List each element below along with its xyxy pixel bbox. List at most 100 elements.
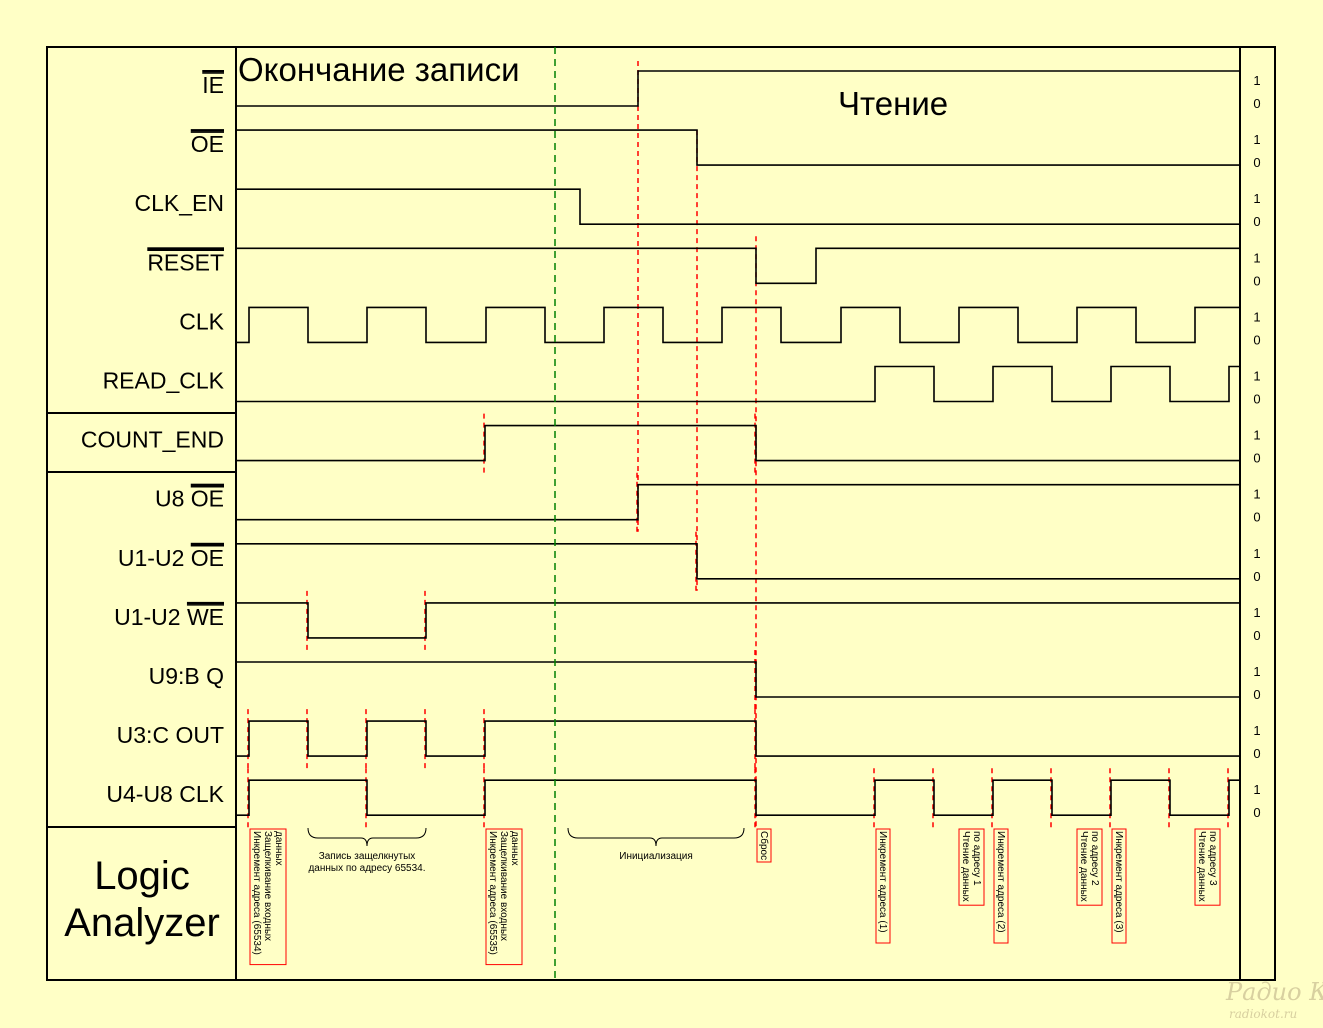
annotation-text: по адресу 2 bbox=[1089, 831, 1100, 886]
signal-labels: IE OE CLK_EN RESET CLK READ_CLK COUNT_END U8 OE… bbox=[81, 72, 225, 807]
annotation-text: Чтение данных bbox=[1078, 831, 1089, 902]
level-high: 1 bbox=[1253, 369, 1260, 384]
signal-label-text: CLK bbox=[179, 308, 224, 334]
trace-u1-u2-we bbox=[237, 602, 1241, 639]
annotation-text: Сброс bbox=[758, 831, 770, 860]
trace-u3-c-out bbox=[237, 720, 1241, 757]
annotation-text: Чтение данных bbox=[960, 831, 971, 902]
annotation-box bbox=[1076, 828, 1103, 906]
annotation-vertical: Чтение данных по адресу 1 bbox=[960, 831, 982, 902]
annotation-box bbox=[756, 828, 772, 863]
signal-label: CLK bbox=[179, 308, 224, 334]
level-high: 1 bbox=[1253, 546, 1260, 561]
signal-label-text: U9:B Q bbox=[149, 663, 224, 689]
annotation-text: данных bbox=[273, 831, 284, 866]
signal-label-text: U3:C OUT bbox=[117, 722, 224, 748]
signal-label-text: U1-U2 bbox=[118, 545, 191, 571]
annotation-box bbox=[958, 828, 985, 906]
annotation-text: Инкремент адреса (2) bbox=[995, 831, 1006, 933]
signal-label: U1-U2 WE bbox=[114, 604, 224, 630]
level-high: 1 bbox=[1253, 664, 1260, 679]
trace-u8-oe bbox=[237, 483, 1241, 521]
annotation-text: Чтение данных bbox=[1196, 831, 1207, 902]
level-low: 0 bbox=[1253, 628, 1260, 643]
signal-label: U9:B Q bbox=[149, 663, 224, 689]
signal-label: U8 OE bbox=[155, 486, 224, 512]
level-high: 1 bbox=[1253, 191, 1260, 206]
watermark-logo: Радио КОТ radiokot.ru bbox=[1225, 978, 1323, 1021]
level-low: 0 bbox=[1253, 155, 1260, 170]
brace-text: Запись защелкнутых bbox=[319, 851, 416, 862]
logo-line-1: Logic bbox=[94, 854, 190, 898]
trace-u4-u8-clk bbox=[237, 779, 1241, 817]
annotation-vertical: Сброс bbox=[758, 831, 770, 860]
level-low: 0 bbox=[1253, 214, 1260, 229]
annotation-text: Инкремент адреса (3) bbox=[1113, 831, 1124, 933]
signal-label-overline: OE bbox=[191, 131, 224, 157]
annotation-vertical: Инкремент адреса (3) bbox=[1113, 831, 1124, 933]
signal-label-text: CLK_EN bbox=[135, 190, 224, 216]
trace-read-clk bbox=[237, 365, 1241, 403]
annotation-vertical: Чтение данных по адресу 2 bbox=[1078, 831, 1100, 902]
annotation-text: данных bbox=[509, 831, 520, 866]
signal-label: IE bbox=[202, 72, 224, 98]
annotation-text: Инкремент адреса (1) bbox=[877, 831, 888, 933]
annotation-box bbox=[485, 828, 523, 966]
annotation-vertical: Инкремент адреса (65534) Защелкивание вхо… bbox=[251, 831, 284, 955]
level-low: 0 bbox=[1253, 569, 1260, 584]
level-high: 1 bbox=[1253, 782, 1260, 797]
trace-layer bbox=[237, 70, 1241, 817]
marker-layer bbox=[247, 61, 1229, 828]
level-low: 0 bbox=[1253, 510, 1260, 525]
level-low: 0 bbox=[1253, 392, 1260, 407]
watermark-brand: Радио КОТ bbox=[1225, 978, 1323, 1006]
level-low: 0 bbox=[1253, 273, 1260, 288]
trace-reset bbox=[237, 247, 1241, 285]
annotation-box bbox=[249, 828, 287, 966]
level-high: 1 bbox=[1253, 250, 1260, 265]
trace-clk bbox=[237, 306, 1241, 344]
level-high: 1 bbox=[1253, 309, 1260, 324]
annotation-text: Защелкивание входных bbox=[498, 831, 509, 941]
level-low: 0 bbox=[1253, 687, 1260, 702]
annotation-text: по адресу 3 bbox=[1207, 831, 1218, 886]
trace-clk-en bbox=[237, 188, 1241, 225]
trace-ie bbox=[237, 70, 1241, 107]
signal-label-text: COUNT_END bbox=[81, 427, 224, 453]
level-low: 0 bbox=[1253, 332, 1260, 347]
analyzer-frame bbox=[46, 46, 1276, 981]
signal-label: U4-U8 CLK bbox=[106, 781, 224, 807]
trace-u9-b-q bbox=[237, 661, 1241, 698]
level-low: 0 bbox=[1253, 451, 1260, 466]
annotation-text: Защелкивание входных bbox=[262, 831, 273, 941]
signal-label-overline: IE bbox=[202, 72, 224, 98]
level-high: 1 bbox=[1253, 132, 1260, 147]
brace-text: данных по адресу 65534. bbox=[308, 863, 425, 874]
level-high: 1 bbox=[1253, 428, 1260, 443]
level-low: 0 bbox=[1253, 96, 1260, 111]
trace-oe bbox=[237, 129, 1241, 166]
level-high: 1 bbox=[1253, 73, 1260, 88]
signal-label: CLK_EN bbox=[135, 190, 224, 216]
level-labels: 1 0 1 0 1 0 1 0 1 0 1 0 1 0 1 0 1 0 1 0 1 0 1 0 1 0 bbox=[1253, 73, 1260, 820]
annotation-box bbox=[1194, 828, 1221, 906]
brace bbox=[567, 827, 745, 847]
level-high: 1 bbox=[1253, 723, 1260, 738]
annotation-text: Инкремент адреса (65534) bbox=[251, 831, 262, 955]
logo-line-2: Analyzer bbox=[64, 901, 220, 945]
signal-label-overline: WE bbox=[187, 604, 224, 630]
signal-label-text: U8 bbox=[155, 486, 191, 512]
end-write-title: Окончание записи bbox=[238, 51, 520, 88]
annotation-layer: Инкремент адреса (65534) Защелкивание вхо… bbox=[249, 827, 1221, 966]
signal-label: RESET bbox=[147, 249, 224, 275]
annotation-box bbox=[1111, 828, 1127, 944]
annotation-vertical: Чтение данных по адресу 3 bbox=[1196, 831, 1218, 902]
signal-label-overline: OE bbox=[191, 545, 224, 571]
signal-label-text: U1-U2 bbox=[114, 604, 187, 630]
signal-label-text: READ_CLK bbox=[103, 368, 225, 394]
signal-label: COUNT_END bbox=[81, 427, 224, 453]
signal-label: U1-U2 OE bbox=[118, 545, 224, 571]
level-low: 0 bbox=[1253, 746, 1260, 761]
annotation-vertical: Инкремент адреса (2) bbox=[995, 831, 1006, 933]
